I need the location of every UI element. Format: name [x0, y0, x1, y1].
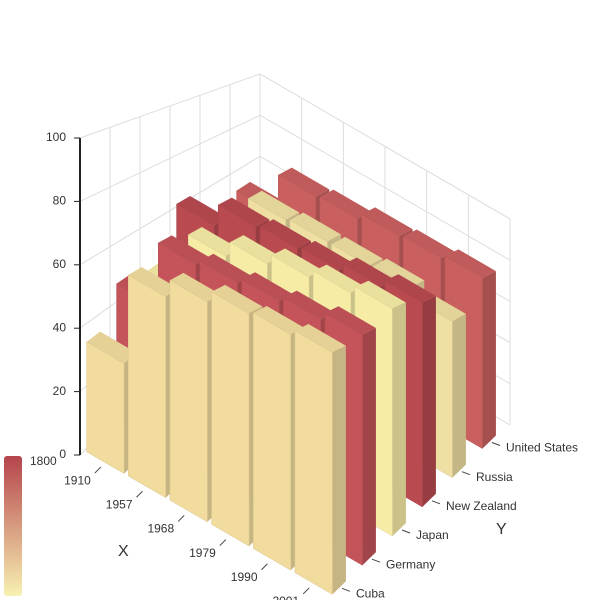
x-tick [136, 490, 143, 498]
x-tick-label: 1990 [231, 570, 258, 584]
colorbar [4, 456, 22, 596]
y-tick-label: Germany [386, 557, 435, 571]
bar-front [86, 341, 125, 475]
bars [86, 167, 496, 595]
y-tick [491, 442, 501, 446]
bar-side [392, 302, 406, 537]
bar-top [86, 331, 138, 364]
bar-top [211, 284, 263, 314]
x-tick-label: 1910 [64, 473, 91, 487]
bar-top [158, 235, 210, 265]
bar-front [294, 330, 333, 595]
y-tick-label: Japan [416, 528, 449, 542]
bar-top [199, 253, 251, 283]
x-tick [177, 515, 185, 522]
y-tick-label: New Zealand [446, 499, 517, 513]
grid-line [79, 114, 511, 261]
bar-top [343, 257, 395, 287]
x-tick [94, 466, 102, 474]
bar-top [319, 189, 371, 219]
x-axis-title: X [118, 543, 129, 560]
bar-top [271, 248, 323, 278]
z-tick-label: 80 [53, 194, 67, 208]
bar-top [278, 167, 330, 197]
z-tick-label: 20 [53, 384, 67, 398]
x-tick [219, 539, 227, 546]
bar-side [362, 327, 376, 566]
bar-top [128, 267, 180, 297]
bar-front [253, 312, 291, 571]
grid-line [79, 73, 511, 220]
bar-side [482, 271, 496, 449]
bar-top [259, 219, 311, 249]
y-tick-label: Cuba [356, 587, 385, 600]
bar-top [313, 264, 365, 293]
y-tick [431, 500, 441, 505]
y-tick-label: Russia [476, 470, 513, 484]
bar-top [248, 190, 300, 221]
z-tick-label: 60 [53, 257, 67, 271]
y-axis-title: Y [496, 521, 507, 538]
bar-top [241, 272, 293, 302]
x-tick [302, 587, 310, 595]
y-tick [461, 471, 471, 476]
bar [294, 323, 346, 595]
bar-top [283, 290, 335, 320]
y-tick [341, 587, 351, 592]
bar-front [211, 291, 250, 547]
bar-top [169, 272, 221, 302]
bar-side [332, 345, 346, 595]
bar-top [229, 235, 281, 264]
z-tick-label: 40 [53, 320, 67, 334]
bar-top [301, 240, 353, 270]
bar-front [128, 274, 166, 499]
bar-top [354, 280, 406, 309]
bar-top [176, 195, 228, 226]
bar-top [444, 249, 496, 278]
y-tick [371, 558, 381, 563]
bar-top [188, 227, 240, 257]
bar-side [452, 313, 466, 478]
bar-top [289, 212, 341, 242]
bar-top [403, 229, 455, 259]
bar-front [169, 279, 208, 523]
bar-top [384, 274, 436, 303]
x-tick-label: 2001 [272, 594, 299, 600]
z-tick-label: 0 [59, 447, 66, 461]
bar-side [422, 295, 436, 507]
bar-top [294, 323, 346, 353]
colorbar-label: 1800 [30, 454, 57, 468]
bar-top [324, 306, 376, 335]
bar-top [373, 258, 425, 288]
z-tick-label: 100 [46, 130, 66, 144]
x-tick-label: 1957 [106, 497, 133, 511]
y-tick-label: United States [506, 441, 578, 455]
bar-top [253, 305, 305, 335]
x-tick [261, 563, 268, 571]
x-tick-label: 1968 [147, 522, 174, 536]
y-tick [401, 529, 411, 534]
bar-top [218, 197, 270, 227]
bar-top [361, 207, 413, 237]
bar-top [331, 236, 383, 267]
x-tick-label: 1979 [189, 546, 216, 560]
